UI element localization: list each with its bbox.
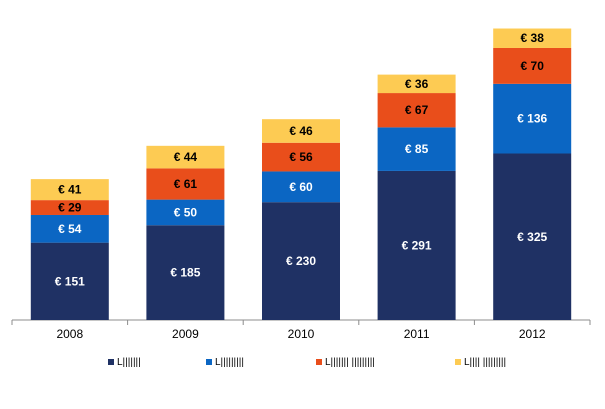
bar-segment-2009-2: [146, 199, 225, 226]
data-label-2010-1: € 230: [286, 254, 316, 268]
legend-label-2: L|||||||||: [215, 357, 244, 368]
bar-segment-2008-2: [30, 214, 109, 243]
bar-segment-2009-1: [146, 225, 225, 320]
data-label-2008-3: € 29: [58, 201, 82, 215]
legend-label-4: L|||| |||||||||: [464, 357, 506, 368]
data-label-2010-2: € 60: [289, 180, 313, 194]
data-label-2009-4: € 44: [174, 150, 198, 164]
legend-swatch-4: [455, 359, 461, 365]
bar-segment-2010-4: [262, 119, 340, 143]
bar-segment-2010-3: [262, 142, 340, 172]
data-label-2011-1: € 291: [402, 238, 432, 252]
data-label-2012-3: € 70: [521, 59, 545, 73]
bar-segment-2008-1: [30, 242, 109, 320]
data-label-2011-3: € 67: [405, 103, 429, 117]
data-label-2008-4: € 41: [58, 183, 82, 197]
data-label-2011-2: € 85: [405, 142, 429, 156]
data-label-2012-2: € 136: [517, 112, 547, 126]
bar-segment-2009-3: [146, 168, 225, 200]
data-label-2010-3: € 56: [289, 150, 313, 164]
x-tick-label-2008: 2008: [56, 327, 83, 341]
data-label-2012-4: € 38: [521, 31, 545, 45]
bar-segment-2010-2: [262, 171, 340, 203]
x-tick-label-2009: 2009: [172, 327, 199, 341]
data-label-2012-1: € 325: [517, 230, 547, 244]
bar-segment-2012-2: [493, 83, 572, 154]
x-tick-label-2012: 2012: [519, 327, 546, 341]
bar-segment-2008-3: [30, 200, 109, 215]
x-tick-label-2010: 2010: [288, 327, 315, 341]
legend-swatch-1: [108, 359, 114, 365]
data-label-2009-2: € 50: [174, 205, 198, 219]
bar-segment-2011-3: [377, 93, 456, 128]
bar-segment-2011-2: [377, 127, 456, 171]
legend-label-1: L|||||||: [117, 357, 141, 368]
data-label-2009-1: € 185: [170, 266, 200, 280]
data-label-2008-2: € 54: [58, 222, 82, 236]
data-label-2010-4: € 46: [289, 124, 313, 138]
data-label-2011-4: € 36: [405, 77, 429, 91]
bar-segment-2011-4: [377, 74, 456, 94]
bar-segment-2012-1: [493, 153, 572, 320]
bar-segment-2009-4: [146, 145, 225, 169]
data-label-2009-3: € 61: [174, 177, 198, 191]
legend-swatch-2: [206, 359, 212, 365]
data-label-2008-1: € 151: [55, 274, 85, 288]
legend-label-3: L||||||| |||||||||: [325, 357, 375, 368]
x-tick-label-2011: 2011: [404, 327, 430, 341]
bar-segment-2010-1: [262, 202, 340, 320]
bar-segment-2008-4: [30, 179, 109, 201]
legend-swatch-3: [316, 359, 322, 365]
bar-segment-2012-3: [493, 47, 572, 84]
bar-segment-2011-1: [377, 170, 456, 320]
bar-segment-2012-4: [493, 28, 572, 48]
